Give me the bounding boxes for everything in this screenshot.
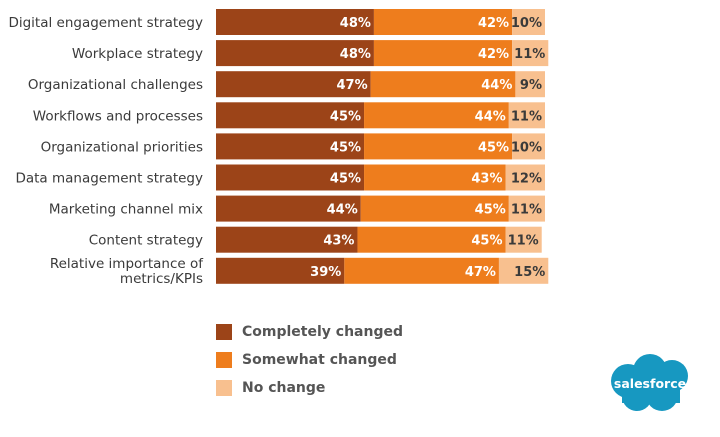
legend-label: Somewhat changed xyxy=(242,352,397,368)
bar-segment xyxy=(508,102,545,129)
data-label: 43% xyxy=(323,234,354,249)
data-label: 11% xyxy=(508,234,539,249)
legend-swatch xyxy=(216,324,232,340)
data-label: 48% xyxy=(340,16,371,31)
bar-segment xyxy=(512,9,545,35)
data-label: 42% xyxy=(478,16,509,31)
bar-segment xyxy=(216,71,371,98)
bar-segment xyxy=(216,257,345,284)
data-label: 12% xyxy=(511,172,542,187)
data-label: 10% xyxy=(511,16,542,31)
data-label: 48% xyxy=(340,47,371,62)
data-label: 11% xyxy=(511,109,542,124)
legend-item: No change xyxy=(216,374,403,402)
legend-item: Completely changed xyxy=(216,318,403,346)
bar-segment xyxy=(216,102,365,129)
bar-segment xyxy=(344,257,499,284)
legend-swatch xyxy=(216,352,232,368)
data-label: 44% xyxy=(481,78,512,93)
salesforce-logo: salesforce xyxy=(611,354,688,411)
category-label: Organizational challenges xyxy=(28,77,203,93)
bar-segment xyxy=(216,195,361,222)
bar-segment xyxy=(373,40,513,67)
bar-segment xyxy=(216,133,365,160)
bar-segment xyxy=(512,133,545,160)
data-label: 45% xyxy=(475,203,506,218)
data-label: 44% xyxy=(475,109,506,124)
stacked-bar-chart: Digital engagement strategy 48% 42% 10%Work… xyxy=(8,9,549,287)
data-label: 11% xyxy=(511,203,542,218)
data-label: 9% xyxy=(520,78,542,93)
data-label: 45% xyxy=(478,140,509,155)
legend: Completely changed Somewhat changed No cha… xyxy=(216,318,403,402)
data-label: 44% xyxy=(327,203,358,218)
bar-segment xyxy=(505,164,545,191)
data-label: 43% xyxy=(471,172,502,187)
data-label: 45% xyxy=(330,109,361,124)
category-label: Workflows and processes xyxy=(33,108,203,124)
legend-label: Completely changed xyxy=(242,324,403,340)
category-label: Content strategy xyxy=(89,233,203,249)
category-label: Data management strategy xyxy=(15,171,203,187)
category-label: Marketing channel mix xyxy=(49,202,203,218)
legend-swatch xyxy=(216,380,232,396)
category-label: Digital engagement strategy xyxy=(8,15,203,31)
data-label: 15% xyxy=(514,265,545,280)
data-label: 45% xyxy=(330,172,361,187)
bar-segment xyxy=(505,226,542,253)
category-label: Organizational priorities xyxy=(41,139,203,155)
bar-segment xyxy=(364,164,506,191)
bar-segment xyxy=(216,40,374,67)
category-label: Workplace strategy xyxy=(72,46,203,62)
bar-segment xyxy=(216,9,374,35)
data-label: 10% xyxy=(511,140,542,155)
data-label: 11% xyxy=(514,47,545,62)
bar-segment xyxy=(360,195,509,222)
data-label: 42% xyxy=(478,47,509,62)
bar-segment xyxy=(515,71,545,98)
bar-segment xyxy=(357,226,506,253)
data-label: 47% xyxy=(465,265,496,280)
logo-wordmark: salesforce xyxy=(614,376,686,391)
bar-segment xyxy=(364,102,509,129)
legend-item: Somewhat changed xyxy=(216,346,403,374)
bar-segment xyxy=(373,9,513,35)
bar-segment xyxy=(498,257,549,284)
category-label: Relative importance of metrics/KPIs xyxy=(50,256,204,287)
bar-segment xyxy=(370,71,516,98)
bar-segment xyxy=(216,164,365,191)
bar-segment xyxy=(512,40,549,67)
bar-segment xyxy=(216,226,358,253)
data-label: 45% xyxy=(330,140,361,155)
bar-segment xyxy=(508,195,545,222)
data-label: 39% xyxy=(310,265,341,280)
legend-label: No change xyxy=(242,380,326,396)
bar-segment xyxy=(364,133,513,160)
data-label: 45% xyxy=(471,234,502,249)
data-label: 47% xyxy=(337,78,368,93)
